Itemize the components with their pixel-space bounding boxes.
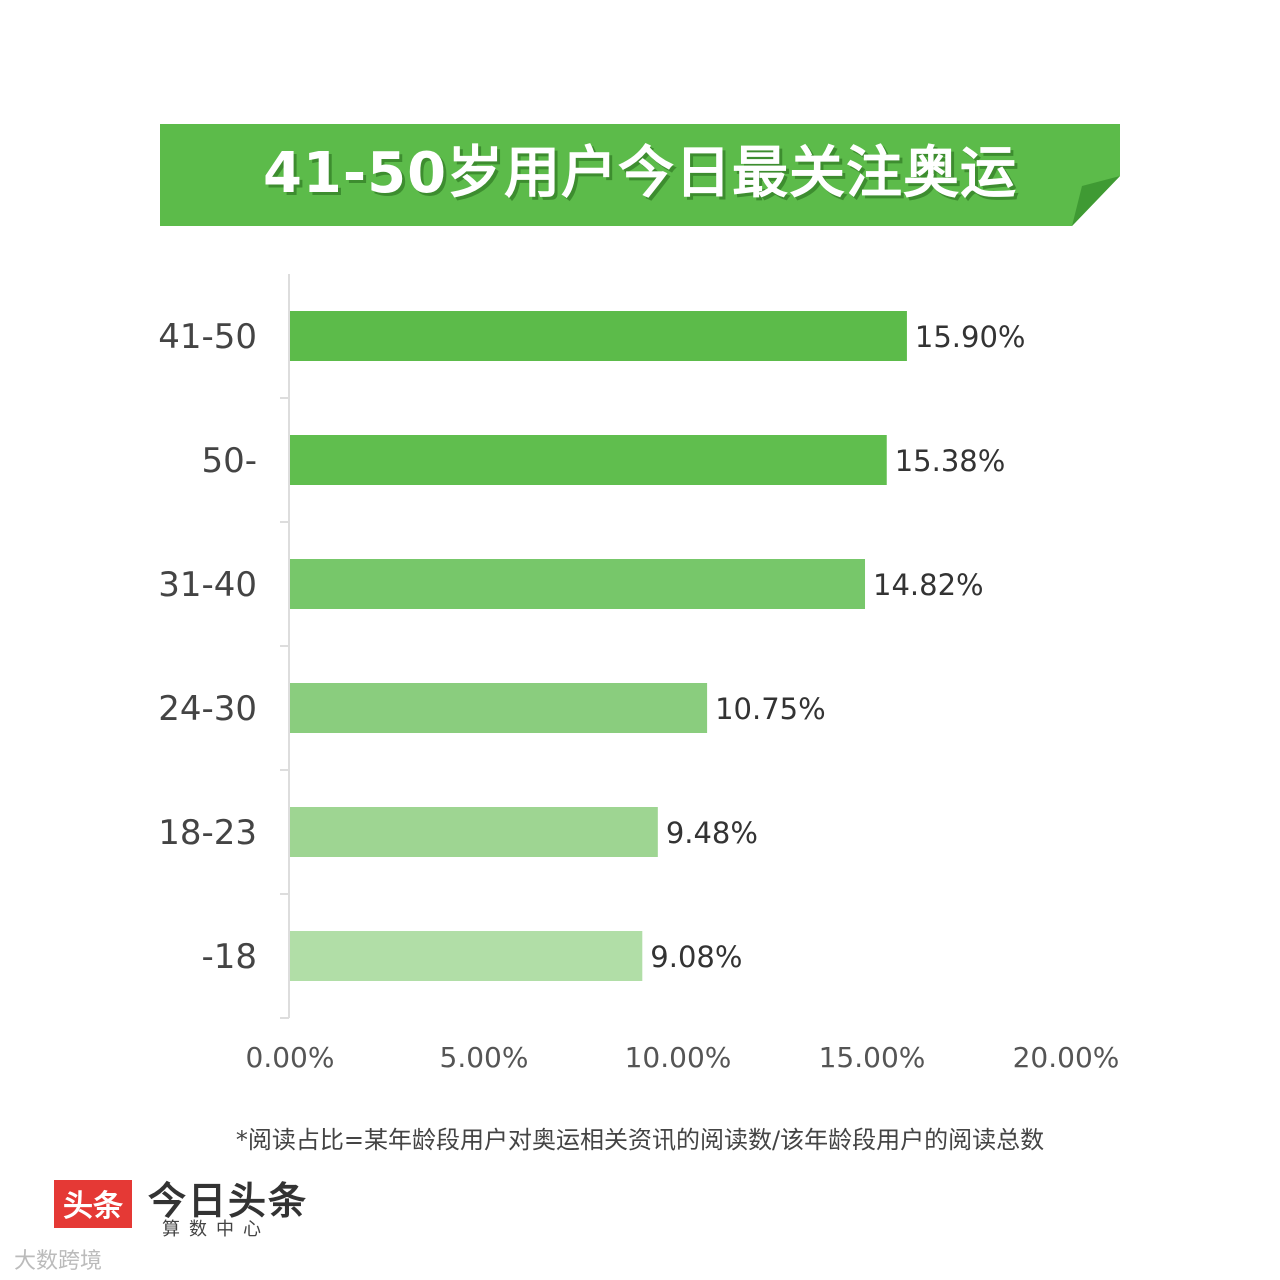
category-labels: 41-50 50- 31-40 24-30 18-23 -18: [158, 317, 257, 977]
bars: [290, 311, 907, 981]
category-separators: [280, 397, 289, 1019]
brand-subtitle: 算数中心: [162, 1219, 270, 1240]
bar-31-40: [290, 559, 866, 609]
brand-name: 今日头条: [148, 1179, 309, 1223]
value-label: 15.90%: [915, 320, 1026, 354]
bar-24-30: [290, 683, 708, 733]
value-label: 14.82%: [873, 568, 984, 602]
category-label: 24-30: [158, 689, 257, 729]
category-label: 31-40: [158, 565, 257, 605]
category-label: 18-23: [158, 813, 257, 853]
value-label: 15.38%: [895, 444, 1006, 478]
bar-18-23: [290, 807, 658, 857]
bar-50-: [290, 435, 887, 485]
toutiao-logo: 头条: [54, 1180, 132, 1228]
category-label: -18: [201, 937, 257, 977]
x-tick-label: 15.00%: [819, 1041, 926, 1074]
logo-text: 头条: [63, 1189, 123, 1224]
title-banner-shape: [160, 124, 1120, 226]
watermark: 大数跨境: [14, 1249, 103, 1274]
category-label: 50-: [201, 441, 257, 481]
footnote: *阅读占比=某年龄段用户对奥运相关资讯的阅读数/该年龄段用户的阅读总数: [235, 1126, 1045, 1154]
value-label: 10.75%: [715, 692, 826, 726]
value-label: 9.48%: [666, 816, 758, 850]
x-tick-label: 10.00%: [625, 1041, 732, 1074]
category-label: 41-50: [158, 317, 257, 357]
chart-title: 41-50岁用户今日最关注奥运: [262, 141, 1018, 206]
x-tick-label: 5.00%: [440, 1041, 529, 1074]
x-axis-tick-labels: 0.00% 5.00% 10.00% 15.00% 20.00%: [246, 1041, 1120, 1074]
bar--18: [290, 931, 643, 981]
value-labels: 15.90% 15.38% 14.82% 10.75% 9.48% 9.08%: [650, 320, 1025, 974]
x-tick-label: 0.00%: [246, 1041, 335, 1074]
x-tick-label: 20.00%: [1013, 1041, 1120, 1074]
title-banner: 41-50岁用户今日最关注奥运: [160, 124, 1120, 226]
value-label: 9.08%: [650, 940, 742, 974]
bar-41-50: [290, 311, 907, 361]
